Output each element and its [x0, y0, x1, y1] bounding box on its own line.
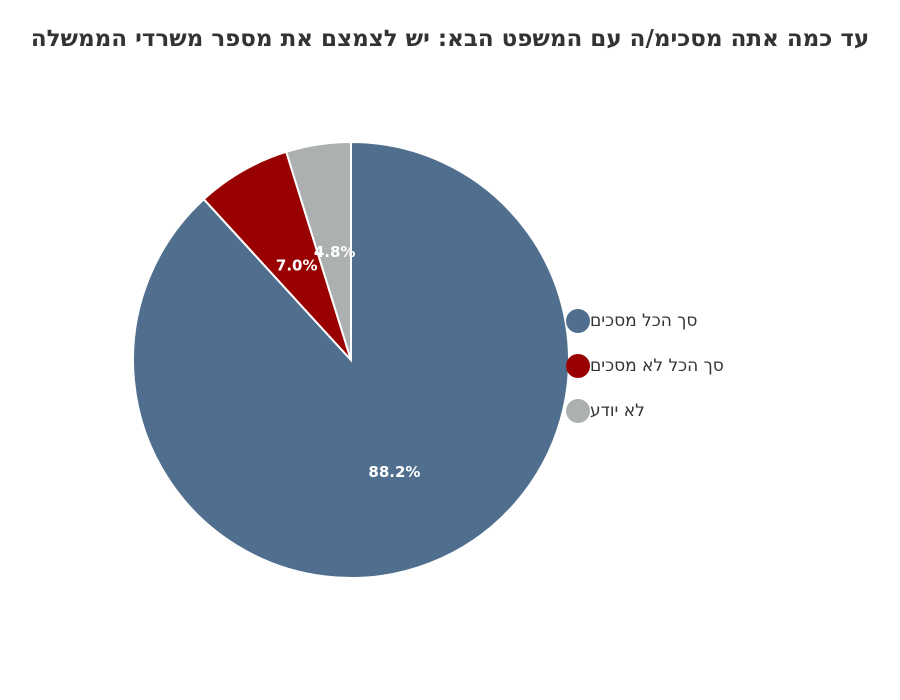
legend-swatch-disagree [566, 353, 590, 378]
legend-item-agree[interactable]: סך הכל מסכים [560, 298, 800, 343]
legend: סך הכל מסכים סך הכל לא מסכים לא יודע [560, 298, 800, 433]
slice-label-2: 4.8% [314, 243, 356, 261]
legend-swatch-agree [566, 308, 590, 333]
legend-label-disagree: סך הכל לא מסכים [590, 355, 724, 376]
slice-label-0: 88.2% [368, 463, 420, 481]
legend-label-dont-know: לא יודע [590, 400, 645, 421]
slice-label-1: 7.0% [276, 256, 318, 274]
pie-slice-2[interactable] [284, 140, 352, 361]
legend-swatch-dont-know [566, 398, 590, 423]
legend-label-agree: סך הכל מסכים [590, 310, 698, 331]
chart-title: עד כמה אתה מסכימ/ה עם המשפט הבא: יש לצמצ… [30, 26, 870, 52]
legend-item-dont-know[interactable]: לא יודע [560, 388, 800, 433]
legend-item-disagree[interactable]: סך הכל לא מסכים [560, 343, 800, 388]
